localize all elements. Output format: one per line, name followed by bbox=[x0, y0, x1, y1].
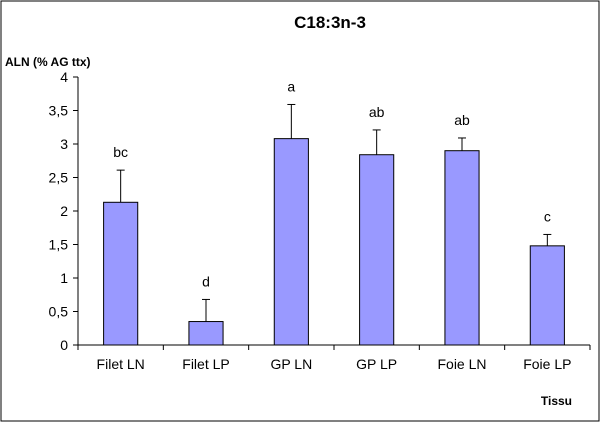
significance-letter: c bbox=[544, 208, 551, 224]
y-tick-label: 3 bbox=[60, 136, 68, 152]
bar bbox=[273, 138, 309, 346]
bar bbox=[529, 245, 565, 346]
y-tick-label: 1,5 bbox=[49, 237, 69, 253]
x-tick-label: Filet LP bbox=[182, 356, 229, 372]
significance-letter: d bbox=[202, 273, 210, 289]
x-axis-label: Tissu bbox=[541, 394, 572, 408]
plot-area: 0 0,5 1 1,5 2 2,5 3 3,5 4 bc Filet LN d Filet LP a GP … bbox=[49, 69, 591, 372]
y-tick-label: 4 bbox=[60, 69, 68, 85]
y-tick-label: 2,5 bbox=[49, 170, 69, 186]
x-tick-label: GP LP bbox=[356, 356, 397, 372]
significance-letter: ab bbox=[369, 104, 385, 120]
significance-letter: ab bbox=[454, 112, 470, 128]
bar bbox=[188, 321, 224, 346]
x-tick-label: Foie LN bbox=[437, 356, 486, 372]
bar bbox=[359, 154, 395, 346]
y-tick-label: 3,5 bbox=[49, 103, 69, 119]
y-tick-label: 0,5 bbox=[49, 304, 69, 320]
x-tick-label: Foie LP bbox=[523, 356, 571, 372]
chart-title: C18:3n-3 bbox=[294, 13, 366, 32]
y-tick-label: 1 bbox=[60, 270, 68, 286]
x-tick-label: GP LN bbox=[270, 356, 312, 372]
y-tick-label: 2 bbox=[60, 203, 68, 219]
significance-letter: bc bbox=[113, 144, 128, 160]
significance-letter: a bbox=[287, 78, 295, 94]
bar bbox=[103, 201, 139, 346]
x-tick-label: Filet LN bbox=[97, 356, 145, 372]
y-axis-label: ALN (% AG ttx) bbox=[5, 55, 91, 69]
y-tick-label: 0 bbox=[60, 337, 68, 353]
bar bbox=[444, 150, 480, 346]
